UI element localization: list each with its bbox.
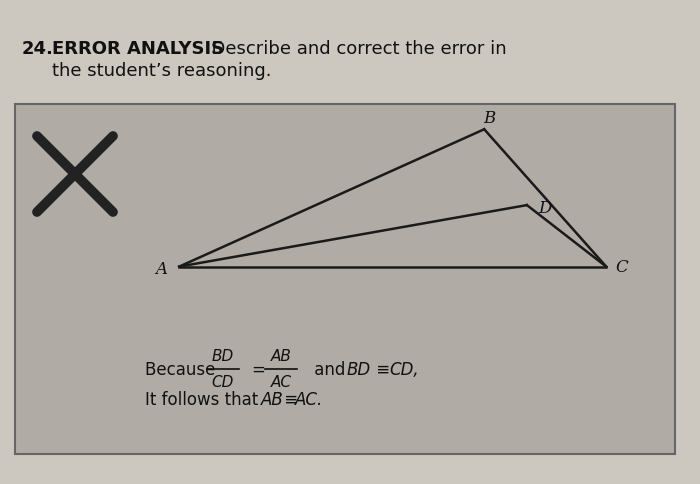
- Text: the student’s reasoning.: the student’s reasoning.: [52, 62, 272, 80]
- Text: AB: AB: [271, 349, 291, 364]
- Text: It follows that: It follows that: [145, 390, 263, 408]
- Text: CD: CD: [212, 375, 234, 390]
- Text: ERROR ANALYSIS: ERROR ANALYSIS: [52, 40, 224, 58]
- Text: AC: AC: [270, 375, 291, 390]
- Text: and: and: [309, 360, 351, 378]
- Bar: [15, 105, 675, 454]
- Text: C: C: [616, 258, 629, 275]
- Text: Because: Because: [145, 360, 220, 378]
- Text: CD,: CD,: [389, 360, 419, 378]
- Text: ≡: ≡: [279, 390, 303, 408]
- Text: ≡: ≡: [371, 360, 395, 378]
- Text: =: =: [251, 360, 265, 378]
- Text: Describe and correct the error in: Describe and correct the error in: [200, 40, 507, 58]
- Text: 24.: 24.: [22, 40, 54, 58]
- Text: A: A: [155, 260, 167, 277]
- Text: BD: BD: [212, 349, 234, 364]
- Text: B: B: [483, 109, 496, 126]
- Text: AB: AB: [261, 390, 284, 408]
- Text: D: D: [538, 199, 552, 216]
- Text: AC.: AC.: [295, 390, 323, 408]
- Text: BD: BD: [347, 360, 371, 378]
